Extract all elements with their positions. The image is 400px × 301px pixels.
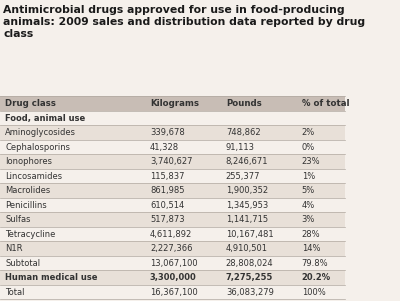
Text: 4%: 4% bbox=[302, 201, 315, 210]
Text: Macrolides: Macrolides bbox=[5, 186, 50, 195]
Text: 7,275,255: 7,275,255 bbox=[226, 273, 273, 282]
Text: 339,678: 339,678 bbox=[150, 128, 185, 137]
Text: 748,862: 748,862 bbox=[226, 128, 260, 137]
Text: Total: Total bbox=[5, 288, 25, 297]
Text: 255,377: 255,377 bbox=[226, 172, 260, 181]
Text: 115,837: 115,837 bbox=[150, 172, 184, 181]
Bar bbox=[0, 96, 345, 111]
Text: 3%: 3% bbox=[302, 215, 315, 224]
Text: Lincosamides: Lincosamides bbox=[5, 172, 62, 181]
Bar bbox=[0, 271, 345, 285]
Text: 41,328: 41,328 bbox=[150, 143, 179, 152]
Text: 861,985: 861,985 bbox=[150, 186, 184, 195]
Text: 100%: 100% bbox=[302, 288, 326, 297]
Bar bbox=[0, 183, 345, 198]
Bar bbox=[0, 198, 345, 213]
Bar bbox=[0, 227, 345, 241]
Text: 13,067,100: 13,067,100 bbox=[150, 259, 198, 268]
Text: % of total: % of total bbox=[302, 99, 349, 108]
Bar bbox=[0, 285, 345, 299]
Text: 1,345,953: 1,345,953 bbox=[226, 201, 268, 210]
Bar bbox=[0, 111, 345, 125]
Text: 3,300,000: 3,300,000 bbox=[150, 273, 197, 282]
Text: 23%: 23% bbox=[302, 157, 320, 166]
Text: 517,873: 517,873 bbox=[150, 215, 185, 224]
Text: 3,740,627: 3,740,627 bbox=[150, 157, 192, 166]
Text: 91,113: 91,113 bbox=[226, 143, 255, 152]
Text: Human medical use: Human medical use bbox=[5, 273, 98, 282]
Text: Pounds: Pounds bbox=[226, 99, 262, 108]
Bar bbox=[0, 241, 345, 256]
Text: 1,141,715: 1,141,715 bbox=[226, 215, 268, 224]
Text: Penicillins: Penicillins bbox=[5, 201, 47, 210]
Text: Tetracycline: Tetracycline bbox=[5, 230, 56, 239]
Text: Kilograms: Kilograms bbox=[150, 99, 199, 108]
Text: Aminoglycosides: Aminoglycosides bbox=[5, 128, 76, 137]
Text: 20.2%: 20.2% bbox=[302, 273, 331, 282]
Bar bbox=[0, 125, 345, 140]
Text: 2%: 2% bbox=[302, 128, 315, 137]
Bar bbox=[0, 140, 345, 154]
Text: Cephalosporins: Cephalosporins bbox=[5, 143, 70, 152]
Bar bbox=[0, 213, 345, 227]
Text: 5%: 5% bbox=[302, 186, 315, 195]
Text: Sulfas: Sulfas bbox=[5, 215, 31, 224]
Text: Subtotal: Subtotal bbox=[5, 259, 40, 268]
Text: 14%: 14% bbox=[302, 244, 320, 253]
Text: Antimicrobial drugs approved for use in food-producing
animals: 2009 sales and d: Antimicrobial drugs approved for use in … bbox=[4, 5, 366, 39]
Text: 4,611,892: 4,611,892 bbox=[150, 230, 192, 239]
Text: 0%: 0% bbox=[302, 143, 315, 152]
Text: 2,227,366: 2,227,366 bbox=[150, 244, 192, 253]
Bar bbox=[0, 154, 345, 169]
Text: 36,083,279: 36,083,279 bbox=[226, 288, 274, 297]
Text: 610,514: 610,514 bbox=[150, 201, 184, 210]
Text: Drug class: Drug class bbox=[5, 99, 56, 108]
Text: 1,900,352: 1,900,352 bbox=[226, 186, 268, 195]
Text: 28%: 28% bbox=[302, 230, 320, 239]
Text: 10,167,481: 10,167,481 bbox=[226, 230, 274, 239]
Text: 28,808,024: 28,808,024 bbox=[226, 259, 274, 268]
Text: 79.8%: 79.8% bbox=[302, 259, 328, 268]
Bar bbox=[0, 169, 345, 183]
Bar bbox=[0, 256, 345, 271]
Text: 8,246,671: 8,246,671 bbox=[226, 157, 268, 166]
Text: Ionophores: Ionophores bbox=[5, 157, 52, 166]
Text: 1%: 1% bbox=[302, 172, 315, 181]
Text: 4,910,501: 4,910,501 bbox=[226, 244, 268, 253]
Text: Food, animal use: Food, animal use bbox=[5, 113, 86, 123]
Text: 16,367,100: 16,367,100 bbox=[150, 288, 198, 297]
Text: N1R: N1R bbox=[5, 244, 23, 253]
